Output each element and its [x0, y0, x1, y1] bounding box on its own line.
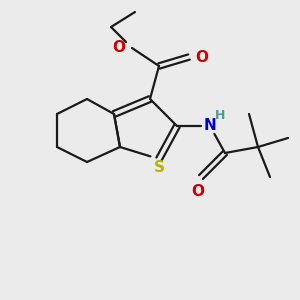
Text: N: N	[204, 118, 216, 134]
Text: S: S	[154, 160, 164, 175]
Text: O: O	[196, 50, 208, 64]
Text: H: H	[215, 109, 226, 122]
Text: O: O	[191, 184, 205, 200]
Text: O: O	[112, 40, 125, 56]
